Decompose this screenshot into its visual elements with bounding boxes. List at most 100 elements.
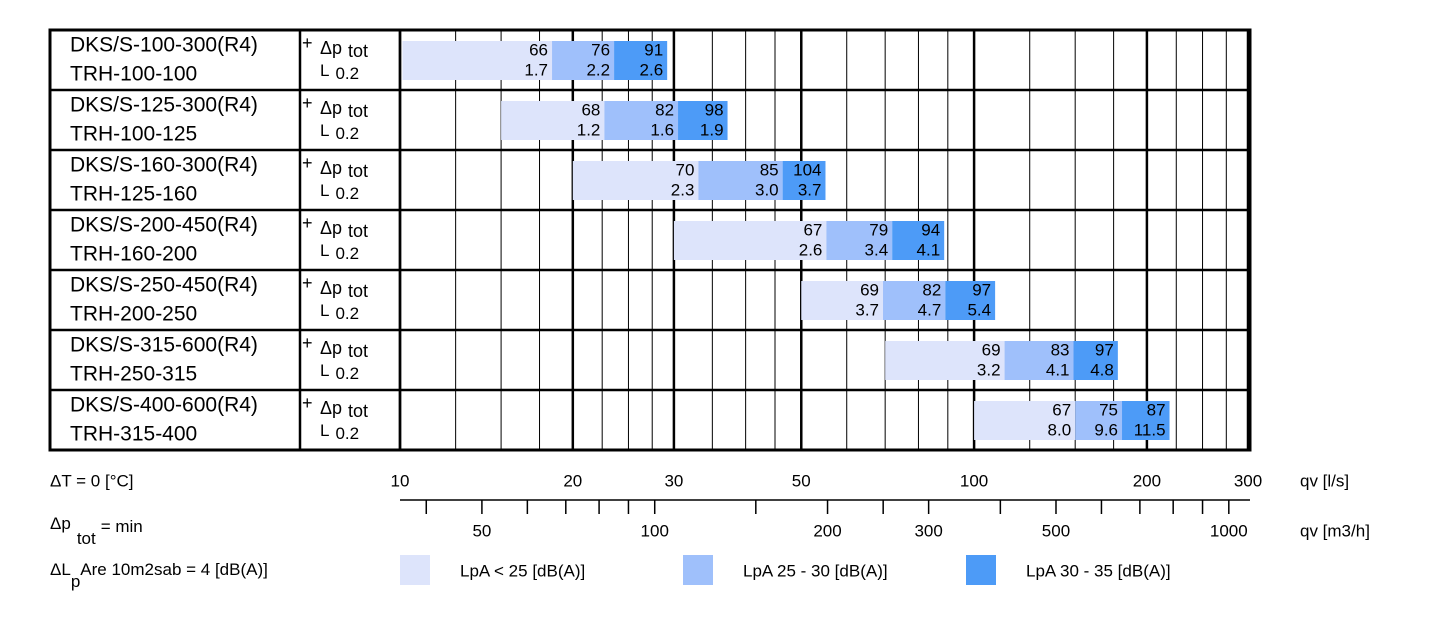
range-bar — [1004, 341, 1074, 380]
l-value: 4.1 — [1046, 360, 1070, 379]
l-label: L 0.2 — [320, 361, 359, 383]
note-sub: p — [71, 572, 80, 591]
l-value: 9.6 — [1094, 420, 1118, 439]
dp-label: Δp tot — [320, 218, 368, 241]
dp-value: 82 — [655, 100, 674, 119]
dp-value: 76 — [591, 40, 610, 59]
dp-value: 82 — [922, 280, 941, 299]
model-name: DKS/S-160-300(R4) — [70, 154, 258, 177]
dp-sub: tot — [348, 221, 368, 241]
l-value: 1.9 — [700, 120, 724, 139]
connector: + — [302, 93, 313, 113]
range-bar — [974, 401, 1076, 440]
dp-value: 97 — [1095, 340, 1114, 359]
dp-value: 70 — [676, 160, 695, 179]
x-tick-label: 50 — [792, 471, 811, 490]
connector: + — [302, 333, 313, 353]
legend-swatch — [966, 555, 996, 585]
range-bar — [801, 281, 884, 320]
connector: + — [302, 33, 313, 53]
dp-sub: tot — [348, 101, 368, 121]
dp-value: 79 — [869, 220, 888, 239]
x2-tick-label: 500 — [1042, 521, 1070, 540]
range-bar — [572, 161, 699, 200]
dp-value: 83 — [1051, 340, 1070, 359]
model-name: TRH-125-160 — [70, 183, 197, 206]
dp-label: Δp tot — [320, 398, 368, 421]
l-value: 2.3 — [671, 180, 695, 199]
l-label: L 0.2 — [320, 301, 359, 323]
model-name: DKS/S-250-450(R4) — [70, 274, 258, 297]
dp-value: 87 — [1147, 400, 1166, 419]
x-tick-label: 20 — [563, 471, 582, 490]
l-label: L 0.2 — [320, 241, 359, 263]
note-sub: tot — [77, 529, 96, 548]
dp-label: Δp tot — [320, 278, 368, 301]
x-axis-label: qv [l/s] — [1300, 471, 1349, 490]
table-frame — [48, 28, 1252, 452]
dp-label: Δp tot — [320, 38, 368, 61]
dp-value: 98 — [705, 100, 724, 119]
dp-value: 67 — [803, 220, 822, 239]
l-main: L — [320, 181, 329, 200]
dp-value: 67 — [1052, 400, 1071, 419]
model-name: DKS/S-125-300(R4) — [70, 94, 258, 117]
l-label: L 0.2 — [320, 121, 359, 143]
l-sub: 0.2 — [335, 364, 359, 383]
dp-value: 66 — [529, 40, 548, 59]
note-main: Δp — [50, 514, 71, 533]
dp-sub: tot — [348, 161, 368, 181]
range-bar — [1073, 341, 1118, 380]
range-bar — [782, 161, 826, 200]
dp-main: Δp — [320, 158, 342, 178]
range-bar — [614, 41, 668, 80]
range-bar — [501, 101, 605, 140]
l-value: 3.0 — [755, 180, 779, 199]
l-sub: 0.2 — [335, 244, 359, 263]
l-value: 2.2 — [586, 60, 610, 79]
l-sub: 0.2 — [335, 304, 359, 323]
note-dp-min: Δptot = min — [50, 514, 143, 548]
dp-label: Δp tot — [320, 338, 368, 361]
dp-main: Δp — [320, 338, 342, 358]
x-tick-label: 10 — [391, 471, 410, 490]
legend-label: LpA 25 - 30 [dB(A)] — [743, 561, 888, 580]
range-bar — [945, 281, 996, 320]
x-tick-label: 200 — [1133, 471, 1161, 490]
x-tick-label: 30 — [664, 471, 683, 490]
range-bar — [673, 221, 827, 260]
x2-axis-label: qv [m3/h] — [1300, 521, 1370, 540]
model-name: TRH-315-400 — [70, 423, 197, 446]
note-main: ΔL — [50, 560, 71, 579]
l-sub: 0.2 — [335, 64, 359, 83]
range-bar — [1122, 401, 1170, 440]
l-main: L — [320, 421, 329, 440]
x2-tick-label: 100 — [641, 521, 669, 540]
range-bar — [698, 161, 783, 200]
dp-label: Δp tot — [320, 158, 368, 181]
dp-value: 91 — [644, 40, 663, 59]
dp-sub: tot — [348, 401, 368, 421]
dp-value: 104 — [793, 160, 821, 179]
range-bar — [604, 101, 679, 140]
l-value: 1.7 — [524, 60, 548, 79]
model-name: DKS/S-315-600(R4) — [70, 334, 258, 357]
dp-value: 69 — [982, 340, 1001, 359]
range-bar — [552, 41, 615, 80]
connector: + — [302, 153, 313, 173]
dp-value: 97 — [972, 280, 991, 299]
x-tick-label: 100 — [960, 471, 988, 490]
l-main: L — [320, 301, 329, 320]
model-name: TRH-200-250 — [70, 303, 197, 326]
dp-main: Δp — [320, 278, 342, 298]
l-value: 1.6 — [650, 120, 674, 139]
range-bar — [402, 41, 553, 80]
range-bar — [883, 281, 946, 320]
legend-swatch — [683, 555, 713, 585]
connector: + — [302, 273, 313, 293]
l-main: L — [320, 121, 329, 140]
range-bar — [885, 341, 1005, 380]
model-name: TRH-100-100 — [70, 63, 197, 86]
l-main: L — [320, 361, 329, 380]
